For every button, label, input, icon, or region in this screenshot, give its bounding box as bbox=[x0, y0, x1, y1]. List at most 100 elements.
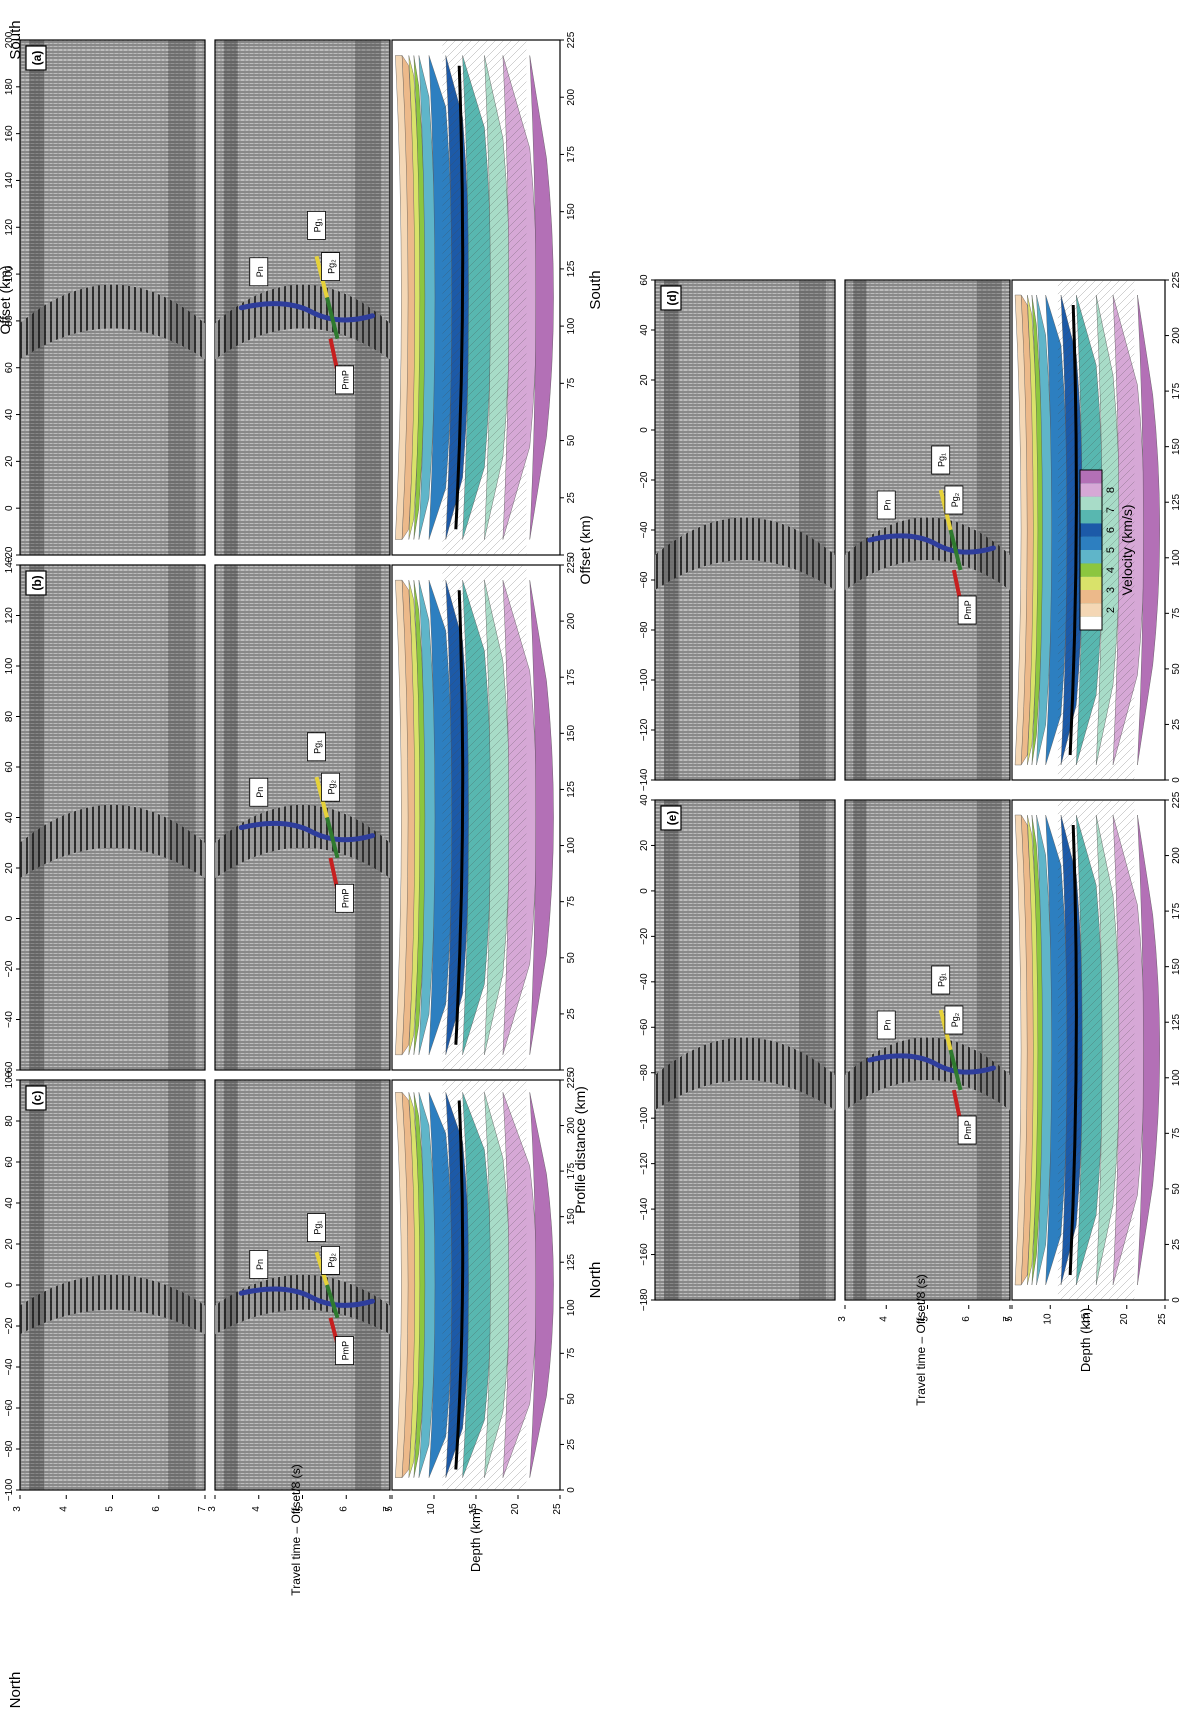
pg1-label: Pg₁ bbox=[937, 453, 947, 467]
panel-e-velocity-model bbox=[1011, 799, 1166, 1301]
depth-tick: 10 bbox=[1042, 1313, 1053, 1325]
offset-tick: −100 bbox=[639, 668, 650, 691]
panel-a-raw-section bbox=[19, 39, 206, 556]
panel-b-label-box bbox=[25, 570, 47, 596]
offset-tick: −40 bbox=[4, 1011, 15, 1028]
profile-tick: 0 bbox=[1171, 777, 1182, 783]
panel-d-label-box bbox=[660, 285, 682, 311]
pn-label: Pn bbox=[882, 499, 892, 510]
north-label-bottom: North bbox=[587, 1262, 604, 1299]
profile-tick: 125 bbox=[566, 260, 577, 277]
time-tick: 4 bbox=[251, 1506, 262, 1512]
profile-tick: 75 bbox=[1171, 607, 1182, 619]
depth-ticks-top: 5 10 15 20 25 bbox=[384, 1495, 563, 1515]
panel-b-label: (b) bbox=[30, 575, 44, 590]
offset-tick: 80 bbox=[4, 711, 15, 723]
offset-tick: 0 bbox=[639, 888, 650, 894]
time-tick: 6 bbox=[961, 1316, 972, 1322]
panel-d-offset-ticks: −140 −120 −100 −80 −60 −40 −20 0 20 40 60 bbox=[639, 274, 655, 791]
profile-tick: 225 bbox=[1171, 271, 1182, 288]
offset-tick: 100 bbox=[4, 265, 15, 282]
pn-label: Pn bbox=[255, 1259, 265, 1270]
profile-tick: 25 bbox=[1171, 718, 1182, 730]
colorbar-swatch bbox=[1080, 576, 1102, 590]
pg1-label: Pg₁ bbox=[937, 973, 947, 987]
offset-tick: 40 bbox=[4, 812, 15, 824]
profile-tick: 100 bbox=[566, 317, 577, 334]
pg2-picks bbox=[948, 1049, 963, 1091]
offset-tick: −120 bbox=[639, 718, 650, 741]
offset-tick: −180 bbox=[639, 1288, 650, 1311]
pg1-label: Pg₁ bbox=[313, 1221, 323, 1235]
panel-d-profile-ticks: 0 25 50 75 100 125 150 175 200 225 bbox=[1165, 271, 1182, 783]
colorbar-tick: 2 bbox=[1105, 607, 1117, 613]
offset-tick: 20 bbox=[4, 1238, 15, 1250]
profile-tick: 175 bbox=[566, 146, 577, 163]
south-label-bottom: South bbox=[587, 270, 604, 309]
profile-tick: 150 bbox=[566, 203, 577, 220]
colorbar-swatch bbox=[1080, 523, 1102, 537]
offset-tick: −100 bbox=[639, 1106, 650, 1129]
profile-tick: 75 bbox=[1171, 1127, 1182, 1139]
profile-tick: 225 bbox=[566, 1071, 577, 1088]
profile-tick: 50 bbox=[566, 952, 577, 964]
profile-tick: 200 bbox=[1171, 847, 1182, 864]
panel-a-profile-ticks: 0 25 50 75 100 125 150 175 200 225 bbox=[560, 31, 577, 558]
profile-tick: 0 bbox=[566, 1067, 577, 1073]
panel-b-raw-section bbox=[19, 564, 206, 1071]
pg2-label: Pg₂ bbox=[950, 492, 960, 507]
profile-tick: 50 bbox=[566, 435, 577, 447]
panel-c-picked-section: Pn Pg₁ Pg₂ PmP bbox=[214, 1079, 391, 1491]
panel-b-offset-ticks: −60 −40 −20 0 20 40 60 80 100 120 140 bbox=[4, 556, 20, 1078]
panel-e-picked-section: Pn Pg₁ Pg₂ PmP bbox=[844, 799, 1011, 1301]
panel-e-raw-section bbox=[654, 799, 836, 1301]
time-tick: 4 bbox=[58, 1506, 69, 1512]
offset-tick: 0 bbox=[4, 1282, 15, 1288]
panel-c-label: (c) bbox=[30, 1091, 44, 1106]
profile-tick: 150 bbox=[1171, 438, 1182, 455]
profile-tick: 100 bbox=[1171, 549, 1182, 566]
depth-tick: 25 bbox=[1157, 1313, 1168, 1325]
time-tick: 3 bbox=[12, 1506, 23, 1512]
offset-tick: 120 bbox=[4, 218, 15, 235]
pn-label: Pn bbox=[882, 1019, 892, 1030]
time-ticks-bottom: 3 4 5 6 7 bbox=[837, 1305, 1013, 1322]
depth-ticks-bottom: 5 10 15 20 25 bbox=[1004, 1305, 1168, 1325]
pg2-label: Pg₂ bbox=[950, 1012, 960, 1027]
panel-a-picked-section: Pn Pg₁ Pg₂ PmP bbox=[214, 39, 391, 556]
offset-tick: −60 bbox=[639, 1018, 650, 1035]
depth-tick: 20 bbox=[1119, 1313, 1130, 1325]
profile-tick: 0 bbox=[1171, 1297, 1182, 1303]
offset-tick: −140 bbox=[639, 1197, 650, 1220]
offset-tick: −20 bbox=[639, 471, 650, 488]
profile-tick: 175 bbox=[1171, 902, 1182, 919]
offset-tick: 100 bbox=[4, 657, 15, 674]
panel-d-picked-section: Pn Pg₁ Pg₂ PmP bbox=[844, 279, 1011, 781]
profile-tick: 175 bbox=[566, 1162, 577, 1179]
panel-d-label: (d) bbox=[665, 290, 679, 305]
offset-tick: −80 bbox=[4, 1440, 15, 1457]
offset-tick: 40 bbox=[4, 409, 15, 421]
depth-axis-title-top: Depth (km) bbox=[468, 1508, 483, 1572]
moho-interface bbox=[454, 590, 465, 1045]
profile-tick: 125 bbox=[1171, 493, 1182, 510]
colorbar-title: Velocity (km/s) bbox=[1119, 504, 1135, 595]
profile-tick: 200 bbox=[566, 88, 577, 105]
moho-interface bbox=[454, 65, 465, 530]
panel-a-label-box bbox=[25, 45, 47, 71]
profile-tick: 0 bbox=[566, 552, 577, 558]
offset-tick: −80 bbox=[639, 621, 650, 638]
moho-interface bbox=[1068, 304, 1078, 756]
offset-tick: 60 bbox=[4, 761, 15, 773]
offset-tick: −40 bbox=[639, 973, 650, 990]
time-tick: 4 bbox=[878, 1316, 889, 1322]
profile-tick: 125 bbox=[1171, 1013, 1182, 1030]
time-tick: 3 bbox=[837, 1316, 848, 1322]
pmp-label: PmP bbox=[341, 370, 351, 390]
profile-tick: 200 bbox=[566, 612, 577, 629]
profile-tick: 100 bbox=[566, 1299, 577, 1316]
time-tick: 7 bbox=[197, 1506, 208, 1512]
colorbar-tick: 5 bbox=[1105, 547, 1117, 553]
moho-interface bbox=[1068, 824, 1078, 1276]
